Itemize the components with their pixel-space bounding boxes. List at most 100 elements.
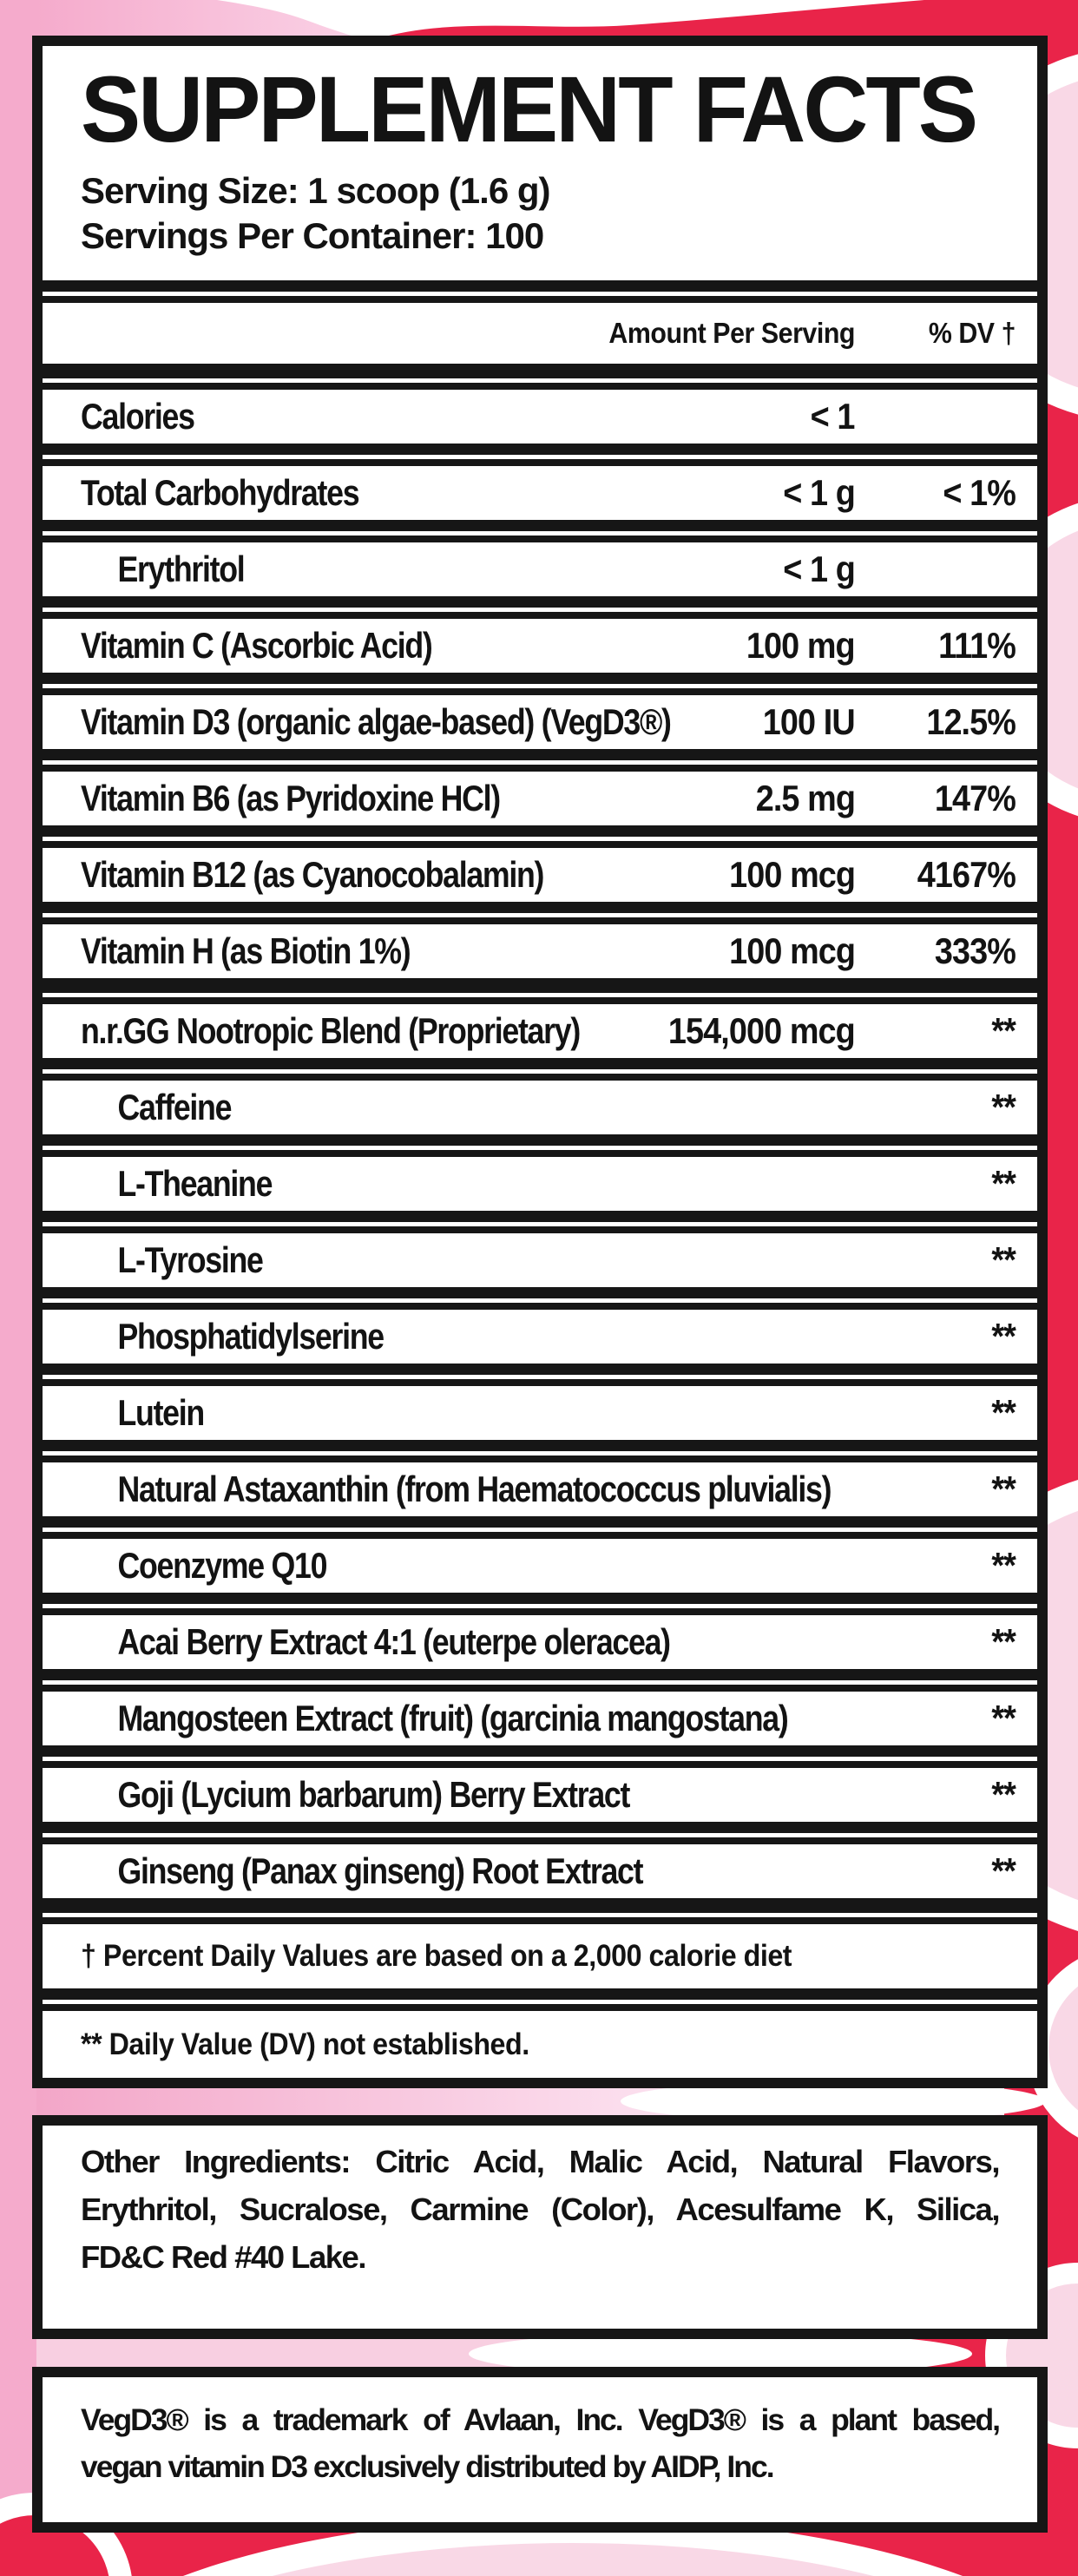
row-dv: ** <box>991 1087 1016 1127</box>
row-name: L-Theanine <box>117 1163 273 1204</box>
trademark-line: VegD3® is a trademark of Avlaan, Inc. Ve… <box>81 2402 1001 2437</box>
row-name: n.r.GG Nootropic Blend (Proprietary) <box>81 1010 581 1051</box>
row-name: Natural Astaxanthin (from Haematococcus … <box>117 1469 832 1509</box>
divider <box>43 1822 1037 1844</box>
row-dv: ** <box>991 1239 1016 1280</box>
divider <box>43 1134 1037 1157</box>
row-dv: ** <box>991 1469 1016 1509</box>
row-name: Coenzyme Q10 <box>117 1545 328 1586</box>
row-name: Calories <box>81 396 195 437</box>
trademark-lines: VegD3® is a trademark of Avlaan, Inc. Ve… <box>43 2377 1037 2490</box>
row-dv: 111% <box>938 625 1016 666</box>
bg-gap-wave <box>621 2080 1046 2122</box>
table-row: Lutein ** <box>43 1386 1037 1440</box>
divider <box>43 749 1037 772</box>
footnote-dv-not-established: ** Daily Value (DV) not established. <box>81 2027 529 2061</box>
row-name: Vitamin H (as Biotin 1%) <box>81 930 411 971</box>
row-dv: < 1% <box>943 472 1016 513</box>
table-row: Total Carbohydrates < 1 g < 1% <box>43 466 1037 520</box>
row-amount: 2.5 mg <box>755 778 856 818</box>
servings-per-container: Servings Per Container: 100 <box>81 215 544 257</box>
row-amount: 100 IU <box>763 701 856 742</box>
divider <box>43 1211 1037 1233</box>
header-percent-dv: % DV † <box>928 317 1016 349</box>
divider <box>43 1440 1037 1462</box>
bg-top-ribbon-red <box>373 0 1078 40</box>
row-dv: ** <box>991 1774 1016 1815</box>
table-row: Caffeine ** <box>43 1081 1037 1134</box>
row-name: Erythritol <box>117 549 246 589</box>
facts-rows: Calories < 1 Total Carbohydrates < 1 g < 1% E… <box>43 390 1037 1898</box>
row-name: Lutein <box>117 1392 206 1433</box>
row-dv: ** <box>991 1621 1016 1662</box>
row-dv: ** <box>991 1698 1016 1738</box>
bg-gap2-wave <box>469 2331 972 2376</box>
row-name: Acai Berry Extract 4:1 (euterpe oleracea… <box>117 1621 672 1662</box>
divider <box>43 673 1037 695</box>
row-dv: ** <box>991 1545 1016 1586</box>
row-dv: ** <box>991 1163 1016 1204</box>
divider <box>43 280 1037 303</box>
divider <box>43 1745 1037 1768</box>
divider <box>43 1058 1037 1081</box>
table-row: Mangosteen Extract (fruit) (garcinia man… <box>43 1692 1037 1745</box>
row-name: Vitamin B12 (as Cyanocobalamin) <box>81 854 544 895</box>
divider <box>43 1593 1037 1615</box>
other-ingredients-line: FD&C Red #40 Lake. <box>81 2239 366 2275</box>
row-name: Goji (Lycium barbarum) Berry Extract <box>117 1774 631 1815</box>
row-dv: 4167% <box>917 854 1016 895</box>
table-row: n.r.GG Nootropic Blend (Proprietary) 154,… <box>43 1004 1037 1058</box>
table-row: Natural Astaxanthin (from Haematococcus … <box>43 1462 1037 1516</box>
table-row: L-Theanine ** <box>43 1157 1037 1211</box>
table-row: Vitamin B12 (as Cyanocobalamin) 100 mcg 41… <box>43 848 1037 902</box>
row-name: Caffeine <box>117 1087 233 1127</box>
row-name: L-Tyrosine <box>117 1239 264 1280</box>
row-name: Vitamin C (Ascorbic Acid) <box>81 625 433 666</box>
divider-thick <box>43 1898 1037 1924</box>
row-dv: 333% <box>934 930 1016 971</box>
divider-thick <box>43 364 1037 390</box>
footnote-dv-basis: † Percent Daily Values are based on a 2,… <box>81 1939 792 1973</box>
table-row: Vitamin C (Ascorbic Acid) 100 mg 111% <box>43 619 1037 673</box>
row-amount: 154,000 mcg <box>668 1010 856 1051</box>
serving-size: Serving Size: 1 scoop (1.6 g) <box>81 170 550 212</box>
table-header-row: Amount Per Serving % DV † <box>43 303 1037 364</box>
table-row: L-Tyrosine ** <box>43 1233 1037 1287</box>
other-ingredients-line: Other Ingredients: Citric Acid, Malic Ac… <box>81 2144 1001 2179</box>
divider <box>43 825 1037 848</box>
divider <box>43 1287 1037 1310</box>
divider <box>43 1516 1037 1539</box>
row-dv: ** <box>991 1010 1016 1051</box>
divider <box>43 902 1037 924</box>
row-amount: < 1 g <box>783 549 856 589</box>
table-row: Vitamin B6 (as Pyridoxine HCl) 2.5 mg 147% <box>43 772 1037 825</box>
other-ingredients-lines: Other Ingredients: Citric Acid, Malic Ac… <box>43 2126 1037 2281</box>
divider <box>43 444 1037 466</box>
divider <box>43 1988 1037 2011</box>
trademark-line: vegan vitamin D3 exclusively distributed… <box>81 2449 775 2484</box>
other-ingredients-panel: Other Ingredients: Citric Acid, Malic Ac… <box>32 2115 1048 2339</box>
other-ingredients-line: Erythritol, Sucralose, Carmine (Color), … <box>81 2192 1001 2227</box>
table-row: Coenzyme Q10 ** <box>43 1539 1037 1593</box>
footnote-row: † Percent Daily Values are based on a 2,… <box>43 1924 1037 1988</box>
row-name: Vitamin D3 (organic algae-based) (VegD3®… <box>81 701 672 742</box>
row-amount: 100 mg <box>746 625 856 666</box>
row-dv: 147% <box>934 778 1016 818</box>
table-row: Calories < 1 <box>43 390 1037 444</box>
divider <box>43 520 1037 542</box>
table-row: Erythritol < 1 g <box>43 542 1037 596</box>
title-block: SUPPLEMENT FACTS Serving Size: 1 scoop (… <box>43 46 1037 280</box>
divider <box>43 1669 1037 1692</box>
bg-left-pink-strip <box>0 0 36 2576</box>
row-dv: ** <box>991 1392 1016 1433</box>
table-row: Phosphatidylserine ** <box>43 1310 1037 1364</box>
row-dv: ** <box>991 1850 1016 1891</box>
divider-thick <box>43 978 1037 1004</box>
header-amount-per-serving: Amount Per Serving <box>608 317 855 349</box>
row-name: Mangosteen Extract (fruit) (garcinia man… <box>117 1698 789 1738</box>
table-row: Vitamin H (as Biotin 1%) 100 mcg 333% <box>43 924 1037 978</box>
row-amount: < 1 <box>811 396 856 437</box>
table-row: Vitamin D3 (organic algae-based) (VegD3®… <box>43 695 1037 749</box>
row-amount: 100 mcg <box>729 930 856 971</box>
